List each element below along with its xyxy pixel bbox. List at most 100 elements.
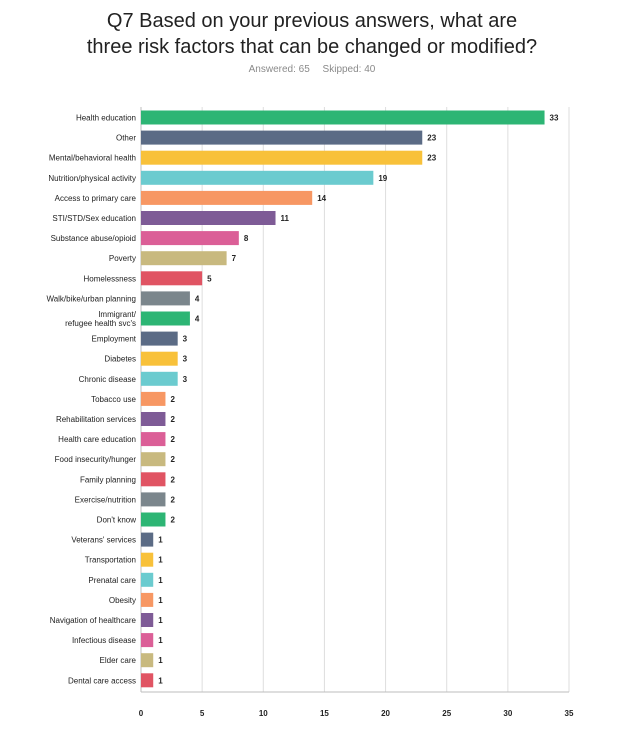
- x-tick-label: 15: [320, 709, 329, 718]
- category-label: Employment: [92, 335, 137, 344]
- bar: [141, 251, 227, 266]
- x-tick-label: 25: [442, 709, 451, 718]
- skipped-count: Skipped: 40: [322, 64, 376, 75]
- bar: [141, 673, 154, 688]
- answered-count: Answered: 65: [248, 64, 310, 75]
- data-label: 2: [170, 435, 175, 444]
- bar: [141, 492, 166, 507]
- category-label: Exercise/nutrition: [75, 495, 136, 504]
- x-tick-label: 20: [381, 709, 390, 718]
- category-label: Diabetes: [104, 355, 136, 364]
- bar: [141, 211, 276, 225]
- data-label: 1: [158, 596, 163, 605]
- x-tick-label: 0: [139, 709, 144, 718]
- data-label: 1: [158, 536, 163, 545]
- category-label: Homelessness: [84, 274, 136, 283]
- data-label: 7: [232, 254, 237, 263]
- category-label: Family planning: [80, 475, 136, 484]
- bar: [141, 512, 166, 527]
- data-label: 1: [158, 636, 163, 645]
- bar: [141, 552, 154, 567]
- category-label: Nutrition/physical activity: [48, 174, 136, 183]
- x-axis-ticks: 0 5 10 15 20 25 30 35: [139, 709, 574, 718]
- data-label: 11: [281, 214, 290, 223]
- data-label: 23: [427, 134, 436, 143]
- data-label: 4: [195, 315, 200, 324]
- bar: [141, 592, 154, 607]
- category-label: Navigation of healthcare: [50, 616, 137, 625]
- category-label: Infectious disease: [72, 636, 137, 645]
- x-tick-label: 35: [565, 709, 574, 718]
- category-label: Other: [116, 134, 136, 143]
- bar: [141, 412, 166, 426]
- data-label: 5: [207, 274, 212, 283]
- bar: [141, 351, 178, 366]
- x-tick-label: 5: [200, 709, 205, 718]
- category-label: STI/STD/Sex education: [52, 214, 136, 223]
- x-tick-label: 30: [503, 709, 512, 718]
- data-label: 2: [170, 516, 175, 525]
- x-tick-label: 10: [259, 709, 268, 718]
- category-label: Health education: [76, 114, 136, 123]
- category-label: Obesity: [109, 596, 136, 605]
- bar: [141, 613, 154, 627]
- bar: [141, 231, 239, 246]
- data-label: 8: [244, 234, 249, 243]
- data-label: 14: [317, 194, 326, 203]
- category-label: Poverty: [109, 254, 136, 263]
- category-label: Food insecurity/hunger: [55, 455, 137, 464]
- data-label: 2: [170, 495, 175, 504]
- category-label: Veterans' services: [71, 536, 136, 545]
- chart-title-line-2: three risk factors that can be changed o…: [86, 36, 538, 58]
- chart-title: Q7 Based on your previous answers, what …: [0, 8, 624, 60]
- data-label: 33: [550, 114, 559, 123]
- data-label: 2: [170, 455, 175, 464]
- bar: [141, 331, 178, 346]
- data-label: 1: [158, 576, 163, 585]
- response-meta: Answered: 65 Skipped: 40: [0, 64, 624, 75]
- data-label: 3: [183, 355, 188, 364]
- data-label: 1: [158, 676, 163, 685]
- bar: [141, 371, 178, 386]
- bar: [141, 130, 423, 145]
- category-label: Health care education: [58, 435, 136, 444]
- bar: [141, 452, 166, 467]
- category-label: Dental care access: [68, 676, 136, 685]
- bar: [141, 432, 166, 447]
- bar: [141, 110, 545, 125]
- bar: [141, 311, 190, 326]
- data-label: 3: [183, 375, 188, 384]
- category-label: Transportation: [85, 556, 136, 565]
- bar: [141, 190, 313, 205]
- data-label: 23: [427, 154, 436, 163]
- category-label: Substance abuse/opioid: [51, 234, 136, 243]
- chart-title-line-1: Q7 Based on your previous answers, what …: [106, 10, 518, 32]
- data-label: 2: [170, 395, 175, 404]
- bar: [141, 572, 154, 587]
- bar: [141, 472, 166, 487]
- category-label: Elder care: [100, 656, 137, 665]
- data-label: 19: [378, 174, 387, 183]
- category-label: Don't know: [97, 516, 137, 525]
- bars: [141, 110, 545, 688]
- category-label: Mental/behavioral health: [49, 154, 136, 163]
- bar: [141, 150, 423, 165]
- bar: [141, 291, 190, 306]
- category-labels: Health education Other Mental/behavioral h…: [46, 114, 136, 686]
- category-label: Walk/bike/urban planning: [46, 294, 136, 303]
- category-label: Chronic disease: [79, 375, 137, 384]
- bar: [141, 633, 154, 648]
- data-label: 1: [158, 616, 163, 625]
- category-label: Rehabilitation services: [56, 415, 136, 424]
- data-label: 4: [195, 294, 200, 303]
- data-label: 2: [170, 415, 175, 424]
- bar: [141, 271, 203, 286]
- data-label: 1: [158, 656, 163, 665]
- category-label: Access to primary care: [55, 194, 137, 203]
- data-label: 1: [158, 556, 163, 565]
- data-label: 2: [170, 475, 175, 484]
- category-label: Prenatal care: [88, 576, 136, 585]
- category-label: Immigrant/refugee health svc's: [65, 310, 137, 328]
